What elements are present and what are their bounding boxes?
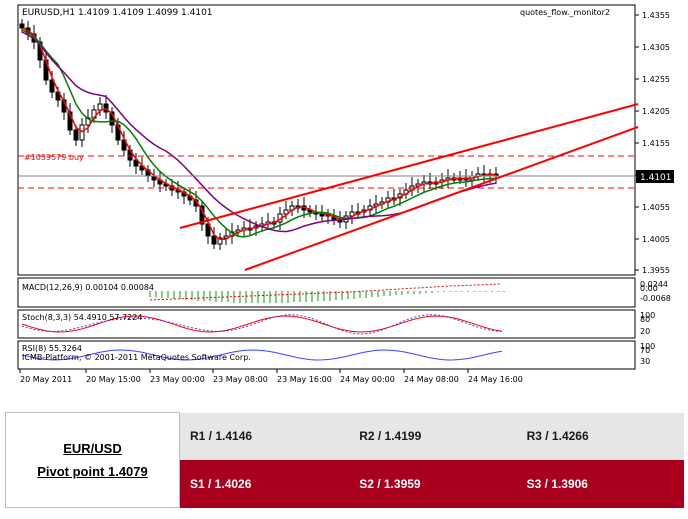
resistance-r1: R1 / 1.4146 — [179, 412, 350, 460]
rsi-line-path — [21, 349, 503, 361]
candle-body — [217, 237, 223, 245]
stoch-panel-frame — [17, 309, 636, 339]
price-tick-label: 1.4305 — [642, 43, 670, 52]
price-tick-label: 1.4155 — [642, 139, 670, 148]
resistance-r2: R2 / 1.4199 — [349, 412, 517, 460]
macd-label: MACD(12,26,9) 0.00104 0.00084 — [22, 283, 154, 292]
candle-body — [211, 235, 217, 245]
time-tick-label: 20 May 2011 — [20, 375, 72, 384]
support-s2: S2 / 1.3959 — [349, 460, 517, 508]
price-tick-label: 1.4005 — [642, 235, 670, 244]
panel-tick-label: 30 — [640, 357, 650, 366]
time-tick-label: 24 May 00:00 — [340, 375, 395, 384]
pivot-table: EUR/USD Pivot point 1.4079 R1 / 1.4146 R… — [5, 412, 684, 508]
time-axis: 20 May 2011 20 May 15:00 23 May 00:00 23 Ma… — [19, 369, 523, 384]
candle-body — [97, 103, 103, 111]
candle-body — [19, 23, 25, 29]
price-tick-label: 1.4055 — [642, 203, 670, 212]
macd-histogram — [149, 283, 505, 303]
resistance-r3: R3 / 1.4266 — [516, 412, 684, 460]
trend-line-upper[interactable] — [179, 103, 639, 229]
panel-tick-label: 70 — [640, 346, 650, 355]
macd-panel-frame — [17, 277, 636, 308]
rsi-line — [21, 349, 503, 361]
rsi-panel-frame — [17, 340, 636, 370]
candle-body — [223, 235, 229, 239]
price-chart[interactable]: EURUSD,H1 1.4109 1.4109 1.4099 1.4101 qu… — [0, 0, 688, 385]
panel-tick-label: 100 — [640, 342, 655, 351]
price-tick-label: 1.4205 — [642, 107, 670, 116]
main-panel-frame — [17, 4, 636, 276]
time-tick-label: 23 May 08:00 — [213, 375, 268, 384]
candle-body — [73, 129, 79, 141]
panel-tick-label: -0.0068 — [640, 294, 671, 303]
price-tick-label: 1.4255 — [642, 75, 670, 84]
stochastic-lines — [21, 314, 503, 335]
ma-fast-line — [21, 27, 497, 241]
chart-header: EURUSD,H1 1.4109 1.4109 1.4099 1.4101 — [22, 8, 213, 18]
indicator-name: quotes_flow._monitor2 — [520, 8, 610, 17]
buy-order-label: #1039579 buy — [24, 153, 84, 162]
candle-body — [205, 223, 211, 237]
time-tick-label: 24 May 16:00 — [468, 375, 523, 384]
price-tick-label: 1.4355 — [642, 11, 670, 20]
panel-tick-label: 100 — [640, 311, 655, 320]
panel-tick-label: 20 — [640, 327, 650, 336]
time-tick-label: 23 May 00:00 — [150, 375, 205, 384]
time-tick-label: 23 May 16:00 — [277, 375, 332, 384]
current-price-label: 1.4101 — [640, 173, 672, 183]
panel-tick-label: 0.00 — [640, 284, 658, 293]
candle-body — [121, 139, 127, 151]
panel-tick-label: 0.0244 — [640, 280, 668, 289]
candle-body — [67, 111, 73, 131]
copyright-label: ICMB-Platform, © 2001-2011 MetaQuotes So… — [22, 353, 251, 362]
support-s1: S1 / 1.4026 — [179, 460, 350, 508]
stoch-signal-line — [21, 314, 503, 335]
stoch-label: Stoch(8,3,3) 54.4910 57.7224 — [22, 313, 142, 322]
macd-signal-line — [149, 283, 501, 301]
trend-line-lower[interactable] — [244, 126, 639, 271]
price-tick-label: 1.3955 — [642, 266, 670, 275]
current-price-box — [636, 170, 674, 183]
ma-mid-line — [21, 29, 497, 238]
panel-tick-label: 80 — [640, 315, 650, 324]
candle-body — [133, 159, 139, 167]
candle-body — [49, 79, 55, 93]
time-tick-label: 20 May 15:00 — [86, 375, 141, 384]
rsi-label: RSI(8) 55.3264 — [22, 344, 82, 353]
support-s3: S3 / 1.3906 — [516, 460, 684, 508]
pivot-point: Pivot point 1.4079 — [37, 464, 148, 479]
pivot-summary-cell: EUR/USD Pivot point 1.4079 — [5, 412, 180, 508]
time-tick-label: 24 May 08:00 — [404, 375, 459, 384]
candle-body — [283, 209, 289, 215]
currency-pair: EUR/USD — [63, 441, 122, 456]
chart-background — [0, 0, 688, 385]
